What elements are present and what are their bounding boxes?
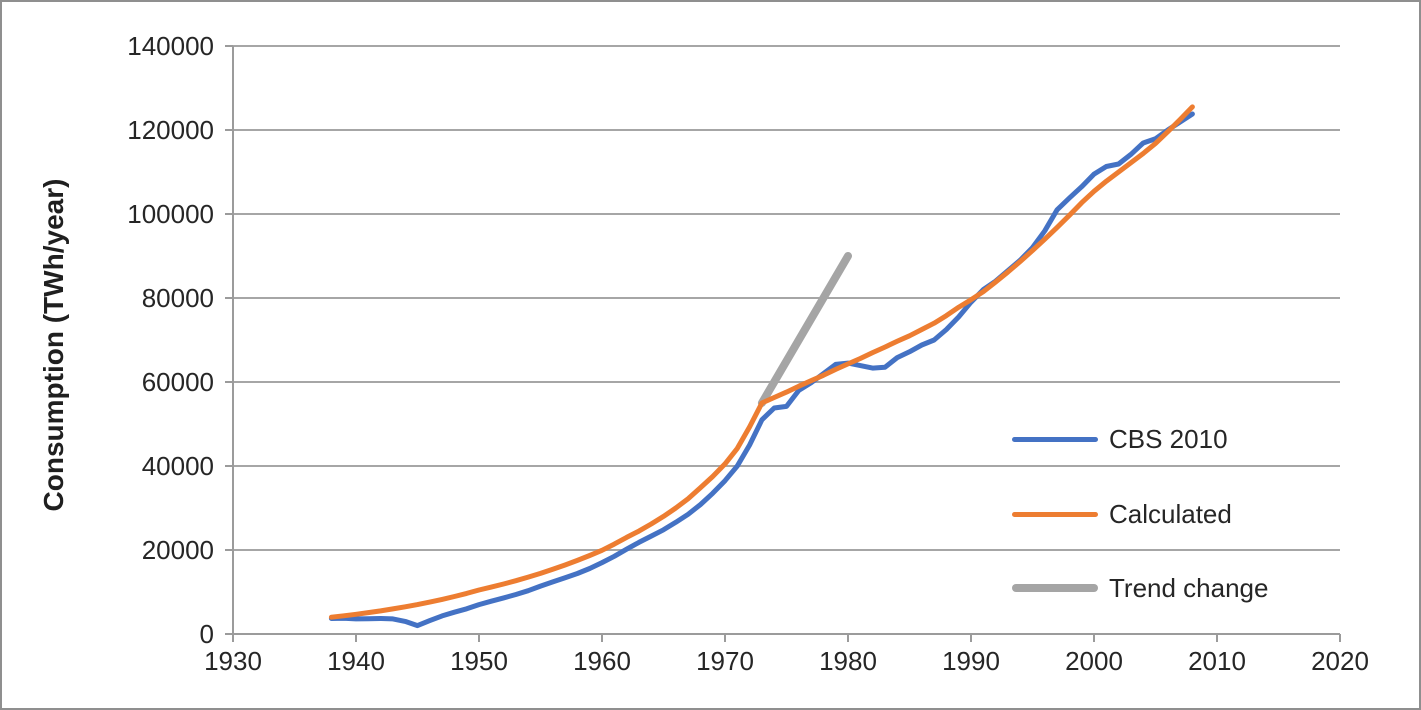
legend-swatch-trend-change <box>1012 584 1098 592</box>
legend-item-calculated: Calculated <box>1012 499 1232 529</box>
y-tick-label: 60000 <box>142 367 214 397</box>
y-tick-label: 20000 <box>142 535 214 565</box>
x-tick-label: 2000 <box>1065 646 1123 676</box>
y-tick-label: 0 <box>200 619 214 649</box>
x-tick-label: 1950 <box>450 646 508 676</box>
x-tick-label: 2010 <box>1188 646 1246 676</box>
y-tick-label: 40000 <box>142 451 214 481</box>
series-line-cbs-2010 <box>328 111 1195 629</box>
legend-swatch-calculated <box>1012 511 1098 517</box>
legend-item-trend-change: Trend change <box>1012 573 1268 603</box>
x-tick-label: 1940 <box>327 646 385 676</box>
x-tick-label: 1980 <box>819 646 877 676</box>
legend-swatch-cbs-2010 <box>1012 436 1098 442</box>
y-tick-label: 80000 <box>142 283 214 313</box>
y-tick-label: 100000 <box>127 199 214 229</box>
x-tick-label: 2020 <box>1311 646 1369 676</box>
series-line-calculated <box>328 104 1195 620</box>
legend-label-calculated: Calculated <box>1109 499 1232 529</box>
legend-label-trend-change: Trend change <box>1109 573 1269 603</box>
x-tick-label: 1990 <box>942 646 1000 676</box>
legend-item-cbs-2010: CBS 2010 <box>1012 424 1228 454</box>
x-tick-label: 1930 <box>204 646 262 676</box>
y-axis-title: Consumption (TWh/year) <box>38 178 69 512</box>
x-tick-label: 1960 <box>573 646 631 676</box>
legend-label-cbs-2010: CBS 2010 <box>1109 424 1228 454</box>
series-line-trend-change <box>757 252 852 407</box>
y-tick-label: 120000 <box>127 115 214 145</box>
x-tick-label: 1970 <box>696 646 754 676</box>
y-tick-label: 140000 <box>127 31 214 61</box>
